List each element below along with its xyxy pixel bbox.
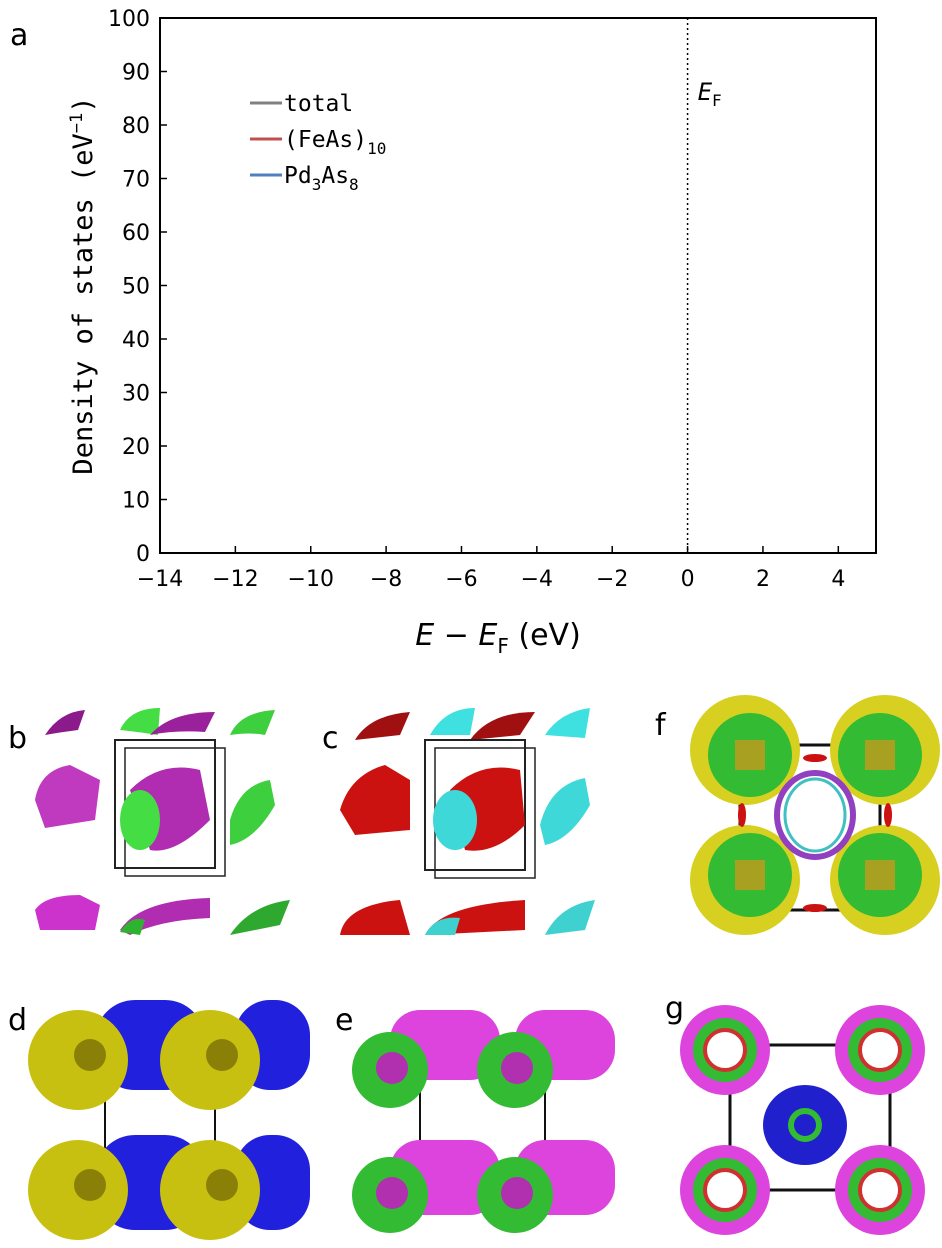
legend-text-part: 3 — [312, 175, 322, 194]
y-tick-label: 90 — [122, 61, 150, 86]
panel-label: c — [322, 721, 339, 756]
panel-label: d — [8, 1003, 27, 1038]
y-axis-label-part: ) — [68, 96, 99, 112]
y-tick-label: 80 — [122, 114, 150, 139]
y-tick-label: 50 — [122, 275, 150, 300]
panel-label: b — [8, 721, 27, 756]
x-tick-label: −10 — [288, 567, 334, 592]
legend-label: (FeAs)10 — [284, 127, 386, 158]
x-axis-label-part: − — [434, 618, 478, 653]
legend-text-part: (FeAs) — [284, 127, 367, 153]
fermi-subscript: F — [712, 91, 722, 110]
panel-e: e — [335, 1003, 615, 1233]
x-tick-label: −12 — [212, 567, 258, 592]
panel-label: a — [10, 18, 28, 53]
x-axis-label-part: E — [478, 618, 497, 653]
plot-frame — [159, 17, 877, 554]
x-tick-label: 2 — [756, 567, 770, 592]
y-tick-label: 100 — [108, 7, 150, 32]
y-axis-label-part: Density of states (eV — [68, 133, 99, 474]
legend-text-part: 10 — [367, 139, 386, 158]
fermi-label: EF — [698, 78, 722, 110]
y-axis-label: Density of states (eV−1) — [67, 96, 99, 474]
fermi-symbol: E — [698, 78, 713, 106]
panel-d: d — [8, 1000, 310, 1240]
y-axis-label-part: −1 — [67, 113, 87, 133]
legend-text: Pd3As8 — [284, 163, 359, 194]
x-tick-label: 0 — [681, 567, 695, 592]
panel-f: f — [655, 695, 940, 935]
x-axis-label: E − EF (eV) — [415, 618, 581, 658]
panel-b: b — [8, 708, 290, 935]
y-tick-label: 20 — [122, 435, 150, 460]
panel-label: g — [665, 991, 684, 1026]
legend-text: (FeAs)10 — [284, 127, 386, 158]
y-tick-label: 10 — [122, 489, 150, 514]
legend-label: Pd3As8 — [284, 163, 359, 194]
y-tick-label: 60 — [122, 221, 150, 246]
x-tick-label: 4 — [831, 567, 845, 592]
x-tick-label: −6 — [445, 567, 477, 592]
legend-label: total — [284, 91, 353, 117]
y-tick-label: 40 — [122, 328, 150, 353]
x-tick-label: −4 — [521, 567, 553, 592]
x-tick-label: −14 — [137, 567, 183, 592]
legend-text-part: 8 — [349, 175, 359, 194]
panel-c: c — [322, 708, 595, 935]
y-tick-label: 70 — [122, 168, 150, 193]
x-tick-label: −2 — [596, 567, 628, 592]
legend-text-part: Pd — [284, 163, 312, 189]
x-axis-label-part: F — [497, 634, 509, 658]
panel-label: e — [335, 1003, 353, 1038]
y-tick-label: 30 — [122, 382, 150, 407]
legend-text: total — [284, 91, 353, 117]
x-axis-label-part: (eV) — [509, 618, 581, 653]
y-tick-label: 0 — [136, 542, 150, 567]
panel-g: g — [665, 991, 925, 1235]
x-tick-label: −8 — [370, 567, 402, 592]
panel-label: f — [655, 708, 667, 743]
legend-text-part: total — [284, 91, 353, 117]
legend-text-part: As — [321, 163, 349, 189]
x-axis-label-part: E — [415, 618, 434, 653]
